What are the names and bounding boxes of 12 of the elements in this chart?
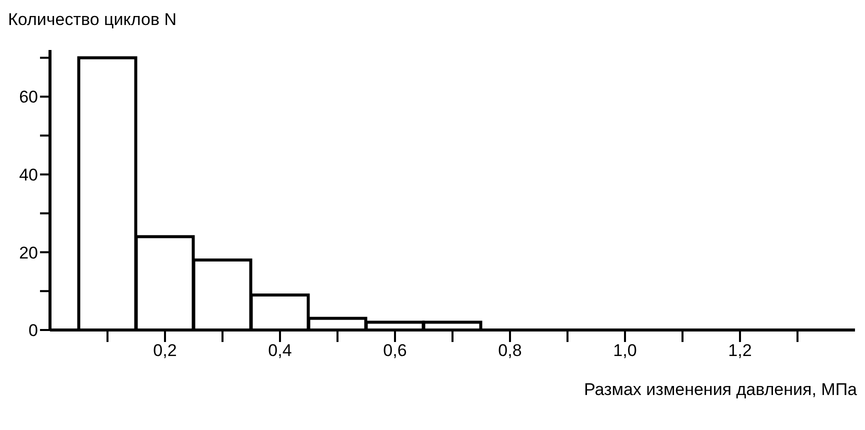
y-axis-title: Количество циклов N: [8, 10, 176, 30]
x-tick-label: 0,6: [383, 341, 407, 360]
x-tick-label: 1,0: [613, 341, 637, 360]
x-axis-title: Размах изменения давления, МПа: [584, 380, 857, 400]
y-tick-label: 60: [19, 88, 38, 107]
x-tick-label: 0,8: [498, 341, 522, 360]
x-tick-label: 0,4: [268, 341, 292, 360]
x-tick-label: 1,2: [728, 341, 752, 360]
y-tick-label: 20: [19, 243, 38, 262]
x-tick-label: 0,2: [153, 341, 177, 360]
y-tick-label: 40: [19, 165, 38, 184]
y-tick-label: 0: [28, 321, 38, 340]
